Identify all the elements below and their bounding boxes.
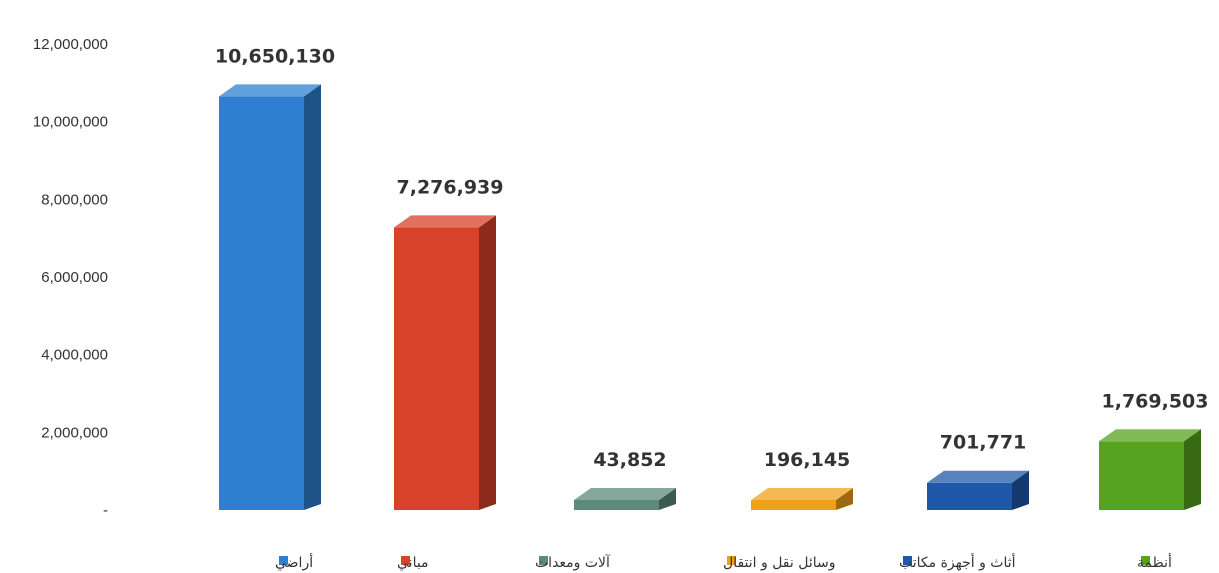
legend-label: أنظمة [1137,553,1172,571]
legend-item: مباني [397,555,429,571]
bar-top [574,488,676,500]
legend-item: وسائل نقل و انتقال [723,555,835,571]
legend-swatch [1141,556,1150,565]
bar-front [751,500,836,510]
bar-front [574,500,659,510]
data-label: 10,650,130 [215,45,335,67]
legend-swatch [903,556,912,565]
legend-swatch [539,556,548,565]
bar [574,488,676,510]
data-label: 196,145 [764,449,851,471]
y-axis: - 2,000,000 4,000,000 6,000,000 8,000,000 10,… [33,36,108,519]
legend-label: أثاث و أجهزة مكاتب [899,553,1016,571]
y-tick-label: 6,000,000 [41,269,108,286]
legend-label: مباني [397,555,429,571]
y-tick-label: 12,000,000 [33,36,108,53]
y-tick-label: 8,000,000 [41,191,108,208]
data-label: 1,769,503 [1102,390,1209,412]
legend-label: آلات ومعدات [535,554,611,571]
legend: أراضي مباني آلات ومعدات وسائل نقل و انتقال أ… [275,553,1172,571]
bar-top [1099,429,1201,442]
bar-front [927,482,1012,510]
bar-front [394,227,479,510]
legend-item: آلات ومعدات [535,554,611,571]
data-label: 43,852 [593,449,666,471]
legend-label: أراضي [275,553,313,571]
y-tick-label: - [103,502,108,519]
legend-swatch [401,556,410,565]
bar-top [927,470,1029,483]
legend-item: أنظمة [1137,553,1172,571]
bar [394,215,496,510]
bar-side [1184,429,1201,510]
bar-front [1099,441,1184,510]
bar-top [394,215,496,228]
bar-side [479,215,496,510]
y-tick-label: 10,000,000 [33,114,108,131]
bar-side [1012,470,1029,510]
bar-top [219,84,321,97]
legend-swatch [727,556,736,565]
bar [751,488,853,510]
bar-side [659,488,676,510]
data-labels: 10,650,130 7,276,939 43,852 196,145 701,771 1… [215,45,1209,471]
bar [1099,429,1201,510]
data-label: 7,276,939 [397,176,504,198]
bar-top [751,488,853,500]
bar [219,84,321,510]
bar-front [219,96,304,510]
bars [219,84,1201,510]
bar [927,470,1029,510]
legend-label: وسائل نقل و انتقال [723,555,835,571]
legend-swatch [279,556,288,565]
data-label: 701,771 [940,432,1027,454]
legend-item: أراضي [275,553,313,571]
y-tick-label: 4,000,000 [41,347,108,364]
bar-side [304,84,321,510]
y-tick-label: 2,000,000 [41,424,108,441]
bar-side [836,488,853,510]
legend-item: أثاث و أجهزة مكاتب [899,553,1016,571]
